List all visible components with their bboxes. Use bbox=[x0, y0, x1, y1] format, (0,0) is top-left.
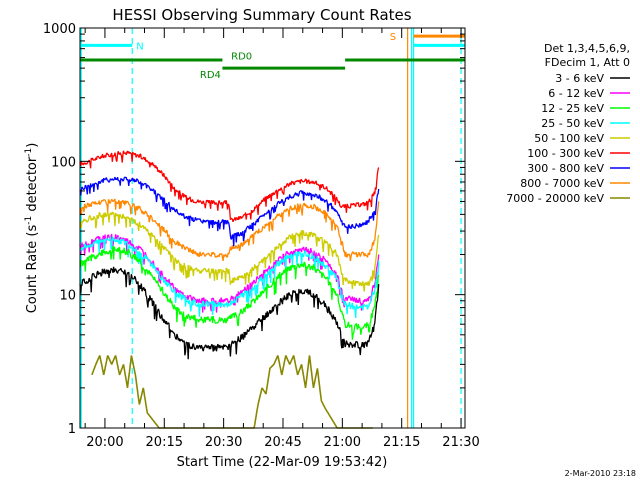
series-line-8 bbox=[91, 355, 373, 429]
annotation-0: N bbox=[136, 41, 143, 52]
series-line-3 bbox=[79, 211, 380, 292]
legend-header-0: Det 1,3,4,5,6,9, bbox=[544, 42, 630, 55]
series-line-5 bbox=[79, 236, 380, 319]
legend-header-1: FDecim 1, Att 0 bbox=[545, 56, 630, 69]
annotation-3: RD4 bbox=[200, 70, 221, 81]
series-line-4 bbox=[79, 233, 380, 313]
series-line-6 bbox=[79, 246, 380, 340]
legend-label-2: 12 - 25 keV bbox=[541, 102, 604, 115]
legend-label-7: 800 - 7000 keV bbox=[520, 177, 604, 190]
footer-timestamp: 2-Mar-2010 23:18 bbox=[565, 469, 636, 478]
y-tick-label-3: 1000 bbox=[43, 22, 76, 37]
x-tick-label-5: 21:15 bbox=[383, 435, 420, 450]
series-line-0 bbox=[79, 150, 380, 223]
annotation-1: S bbox=[390, 32, 396, 43]
plot-frame bbox=[79, 27, 466, 429]
legend-label-3: 25 - 50 keV bbox=[541, 117, 604, 130]
x-tick-label-0: 20:00 bbox=[86, 435, 123, 450]
legend-label-6: 300 - 800 keV bbox=[527, 162, 604, 175]
y-tick-label-1: 10 bbox=[59, 289, 76, 304]
legend-label-1: 6 - 12 keV bbox=[548, 87, 604, 100]
series-line-7 bbox=[79, 266, 380, 360]
series-line-1 bbox=[79, 176, 380, 247]
chart-axes: 1 10 100 1000 20:00 20:15 20:30 20:45 21:00 21:15… bbox=[43, 22, 480, 450]
y-tick-label-0: 1 bbox=[68, 422, 76, 437]
chart-marks: N S RD0 RD4 bbox=[79, 28, 465, 429]
x-axis-label: Start Time (22-Mar-09 19:53:42) bbox=[177, 455, 388, 470]
legend-label-8: 7000 - 20000 keV bbox=[506, 192, 604, 205]
legend-label-5: 100 - 300 keV bbox=[527, 147, 604, 160]
x-tick-label-3: 20:45 bbox=[264, 435, 301, 450]
x-tick-label-1: 20:15 bbox=[146, 435, 183, 450]
legend-label-0: 3 - 6 keV bbox=[555, 72, 604, 85]
x-tick-label-2: 20:30 bbox=[205, 435, 242, 450]
x-tick-label-4: 21:00 bbox=[324, 435, 361, 450]
y-tick-label-2: 100 bbox=[51, 155, 76, 170]
y-axis-label: Count Rate (s-1 detector-1) bbox=[24, 143, 40, 314]
annotation-2: RD0 bbox=[231, 52, 252, 63]
series-line-2 bbox=[79, 198, 380, 262]
legend: Det 1,3,4,5,6,9,FDecim 1, Att 0 3 - 6 keV… bbox=[506, 42, 630, 205]
legend-label-4: 50 - 100 keV bbox=[534, 132, 604, 145]
chart-title: HESSI Observing Summary Count Rates bbox=[112, 6, 411, 24]
x-tick-label-6: 21:30 bbox=[442, 435, 479, 450]
